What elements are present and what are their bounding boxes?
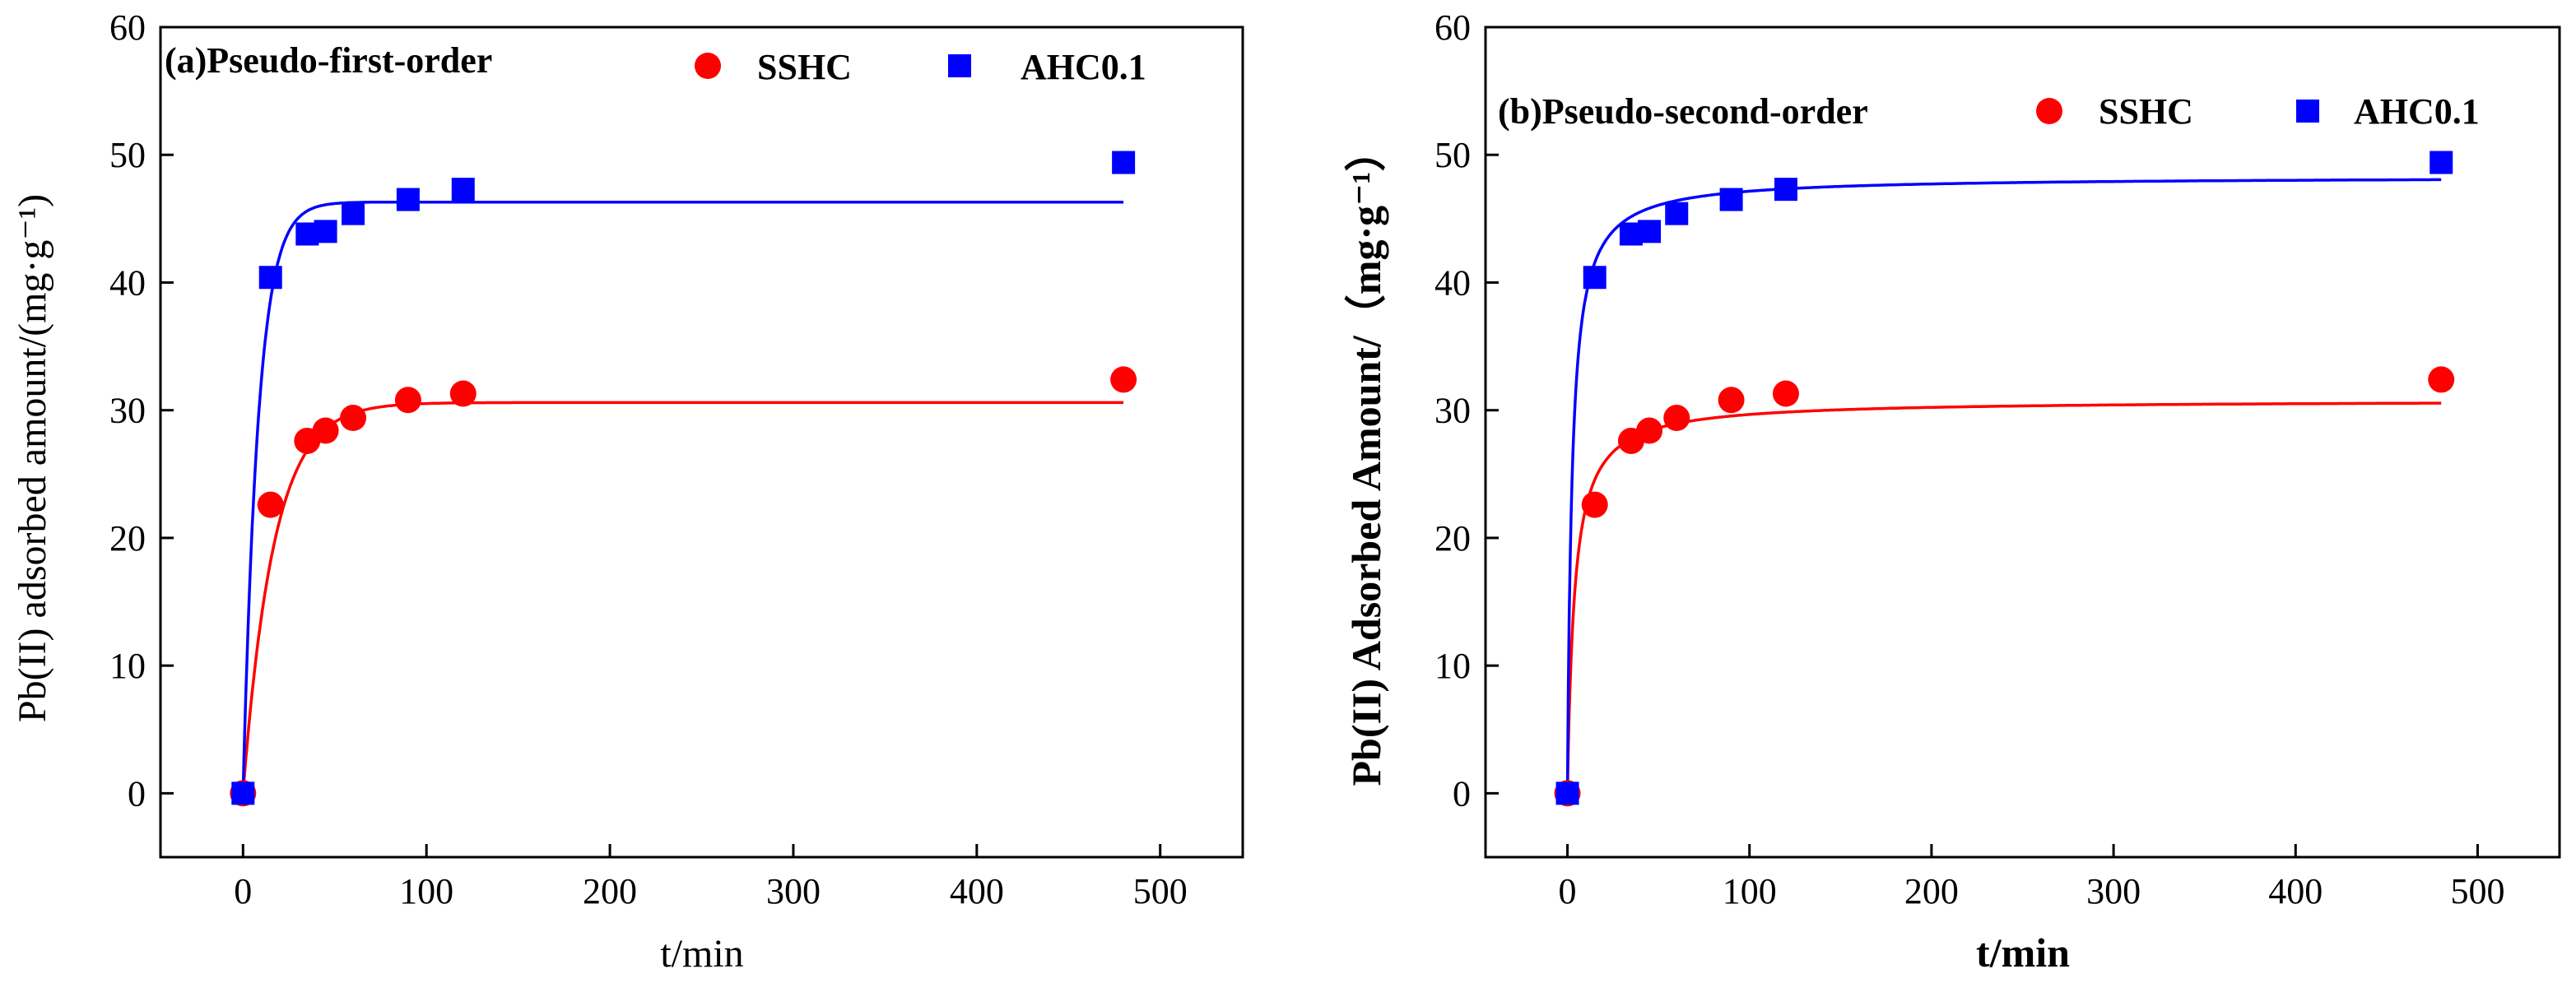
panel-b-x-tick-label: 300 xyxy=(2086,871,2141,911)
panel-a-axis-ticks: 0 100 200 300 400 500 0 10 20 30 40 50 60 xyxy=(109,7,1188,911)
panel-a-y-tick-label: 50 xyxy=(109,135,146,175)
panel-b-point-sshc xyxy=(1636,417,1663,444)
panel-b-x-tick-label: 500 xyxy=(2450,871,2504,911)
panel-a-point-ahc01 xyxy=(231,781,255,805)
panel-a-point-sshc xyxy=(257,491,284,518)
panel-a-y-tick-label: 40 xyxy=(109,262,146,303)
panel-b-data-points xyxy=(1554,151,2455,807)
panel-a-plot-frame xyxy=(159,26,1244,859)
panel-b-x-tick-label: 100 xyxy=(1723,871,1777,911)
panel-b-plot-frame xyxy=(1484,26,2561,859)
panel-a-y-tick-label: 0 xyxy=(128,773,146,814)
panel-b-legend-sshc-label: SSHC xyxy=(2099,91,2193,132)
panel-a-x-tick-label: 300 xyxy=(766,871,821,911)
panel-a-legend-ahc-marker xyxy=(948,54,971,77)
panel-a-point-ahc01 xyxy=(1112,151,1136,174)
panel-a-point-ahc01 xyxy=(396,188,420,211)
panel-a-point-sshc xyxy=(449,380,477,407)
panel-a-legend-sshc-marker xyxy=(695,53,721,79)
panel-a-legend-ahc-label: AHC0.1 xyxy=(1021,47,1146,87)
panel-b-point-ahc01 xyxy=(1665,202,1689,225)
panel-b-legend-sshc-marker xyxy=(2036,98,2062,124)
panel-a-x-tick-label: 0 xyxy=(234,871,252,911)
panel-a-fit-curve-ahc01 xyxy=(241,200,1124,794)
panel-a-x-tick-label: 400 xyxy=(950,871,1004,911)
panel-b-fit-curve-sshc xyxy=(1565,401,2442,794)
panel-b-axis-ticks: 0 100 200 300 400 500 0 10 20 30 40 50 60 xyxy=(1434,7,2504,911)
panel-b-y-tick-label: 40 xyxy=(1434,262,1471,303)
panel-b-x-tick-label: 200 xyxy=(1904,871,1959,911)
panel-a-fit-curve-sshc xyxy=(241,401,1124,794)
panel-b-legend: SSHC AHC0.1 xyxy=(2036,91,2480,132)
panel-a-point-ahc01 xyxy=(342,202,365,225)
panel-b-point-ahc01 xyxy=(1583,266,1607,290)
panel-a-title: (a)Pseudo-first-order xyxy=(165,40,492,81)
panel-b-legend-ahc-label: AHC0.1 xyxy=(2354,91,2480,132)
panel-b-legend-ahc-marker xyxy=(2296,100,2319,123)
panel-a-x-tick-label: 100 xyxy=(399,871,453,911)
panel-b-x-axis-title: t/min xyxy=(1976,930,2070,976)
panel-a-y-tick-label: 10 xyxy=(109,646,146,686)
panel-b-x-tick-label: 400 xyxy=(2268,871,2323,911)
panel-a-x-tick-label: 500 xyxy=(1133,871,1188,911)
panel-a-data-points xyxy=(230,151,1137,807)
panel-b-fit-curves xyxy=(1565,178,2442,794)
panel-a-point-sshc xyxy=(1110,366,1137,393)
panel-b-point-ahc01 xyxy=(1719,188,1743,211)
panel-b-y-tick-label: 10 xyxy=(1434,646,1471,686)
panel-b-point-sshc xyxy=(1718,387,1745,414)
panel-b-point-ahc01 xyxy=(1555,781,1579,805)
panel-a-legend-sshc-label: SSHC xyxy=(757,47,852,87)
panel-b-pseudo-second-order: 0 100 200 300 400 500 0 10 20 30 40 50 60 (b)Pseudo-… xyxy=(1343,7,2561,976)
panel-b-point-ahc01 xyxy=(1638,220,1662,243)
panel-b-y-tick-label: 30 xyxy=(1434,391,1471,431)
panel-a-point-sshc xyxy=(312,417,339,444)
panel-a-x-axis-title: t/min xyxy=(660,932,743,976)
panel-a-point-ahc01 xyxy=(451,178,475,202)
panel-b-y-tick-label: 50 xyxy=(1434,135,1471,175)
panel-b-fit-curve-ahc01 xyxy=(1565,178,2442,794)
panel-a-fit-curves xyxy=(241,200,1124,794)
panel-a-x-tick-label: 200 xyxy=(583,871,637,911)
panel-a-y-tick-label: 30 xyxy=(109,391,146,431)
panel-a-pseudo-first-order: 0 100 200 300 400 500 0 10 20 30 40 50 60 (a)Pseudo-… xyxy=(11,7,1244,976)
panel-b-x-tick-label: 0 xyxy=(1559,871,1577,911)
panel-a-y-tick-label: 20 xyxy=(109,518,146,559)
panel-a-point-ahc01 xyxy=(258,266,282,290)
panel-b-y-tick-label: 20 xyxy=(1434,518,1471,559)
panel-b-point-ahc01 xyxy=(1774,178,1797,202)
panel-b-point-sshc xyxy=(2428,366,2455,393)
panel-b-point-sshc xyxy=(1663,405,1690,432)
panel-b-y-tick-label: 0 xyxy=(1453,773,1471,814)
panel-a-y-axis-title: Pb(II) adsorbed amount/(mg·g⁻¹) xyxy=(11,194,54,722)
panel-b-y-axis-title: Pb(II) Adsorbed Amount/（mg·g⁻¹） xyxy=(1343,130,1389,786)
panel-a-legend: SSHC AHC0.1 xyxy=(695,47,1146,87)
panel-a-y-tick-label: 60 xyxy=(109,7,146,48)
panel-a-point-sshc xyxy=(394,387,421,414)
panel-a-point-sshc xyxy=(340,405,367,432)
panel-b-y-tick-label: 60 xyxy=(1434,7,1471,48)
panel-b-point-sshc xyxy=(1772,380,1799,407)
panel-a-point-ahc01 xyxy=(314,220,337,243)
panel-b-point-ahc01 xyxy=(2430,151,2453,174)
panel-b-title: (b)Pseudo-second-order xyxy=(1498,91,1868,132)
panel-b-point-sshc xyxy=(1581,491,1608,518)
